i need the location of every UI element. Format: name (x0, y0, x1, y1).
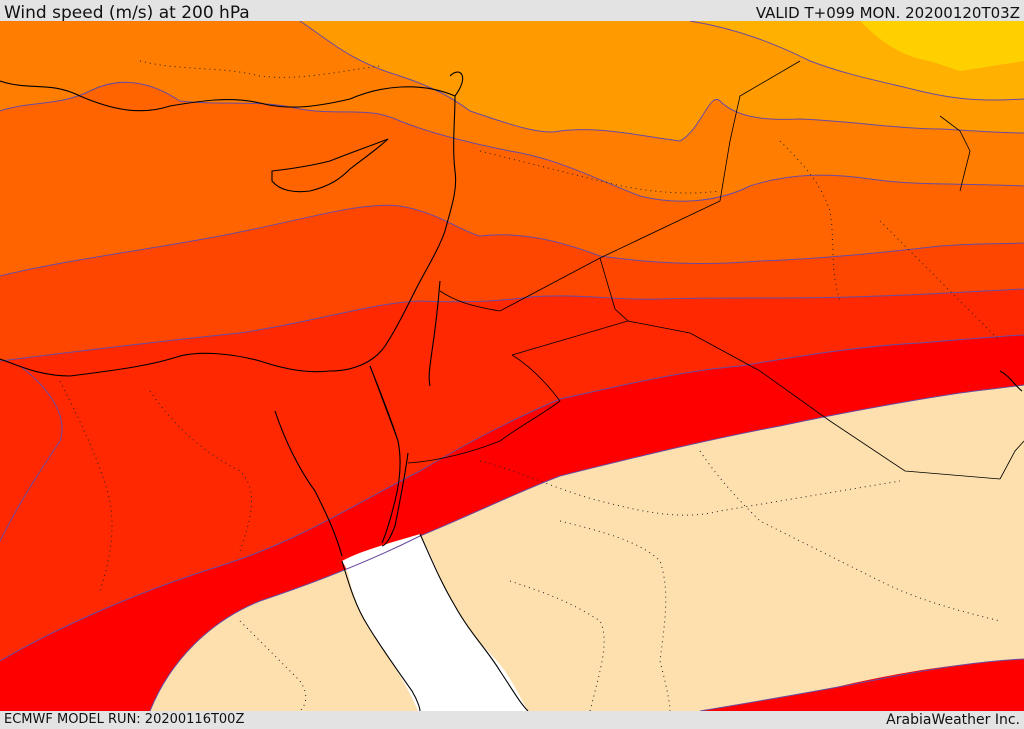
sea-mask (342, 534, 528, 711)
wind-speed-map (0, 21, 1024, 711)
valid-time: VALID T+099 MON. 20200120T03Z (755, 4, 1020, 22)
credit: ArabiaWeather Inc. (886, 712, 1020, 728)
header-bar: Wind speed (m/s) at 200 hPa VALID T+099 … (0, 0, 1024, 23)
map-title: Wind speed (m/s) at 200 hPa (4, 3, 250, 23)
coastlines (0, 71, 1023, 711)
borders (369, 60, 1024, 480)
southern-jet (700, 659, 1024, 711)
model-run: ECMWF MODEL RUN: 20200116T00Z (4, 712, 245, 727)
footer-bar: ECMWF MODEL RUN: 20200116T00Z ArabiaWeat… (0, 711, 1024, 729)
admin-boundaries (59, 60, 1001, 711)
contour-lines (0, 21, 1024, 711)
calm-band (150, 385, 1024, 711)
